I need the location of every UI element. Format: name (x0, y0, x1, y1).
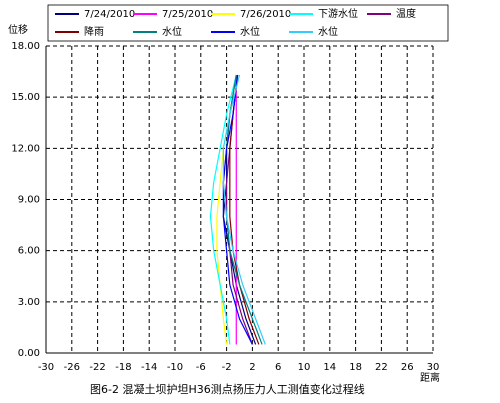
y-tick-label: 6.00 (18, 246, 40, 257)
series-line (209, 74, 237, 345)
legend-label: 下游水位 (318, 7, 358, 20)
x-tick-label: 6 (275, 362, 281, 373)
legend-label: 7/26/2010 (240, 9, 291, 20)
y-tick-label: 3.00 (18, 297, 40, 308)
series-line (229, 74, 260, 345)
x-tick-label: 2 (249, 362, 255, 373)
y-tick-label: 0.00 (18, 348, 40, 359)
x-tick-label: 10 (298, 362, 311, 373)
series-line (222, 74, 266, 345)
legend-label: 7/25/2010 (162, 9, 213, 20)
y-axis-label: 位移 (8, 23, 28, 36)
x-axis-label: 距离 (420, 371, 440, 384)
x-tick-label: 14 (323, 362, 336, 373)
x-tick-label: -22 (89, 362, 105, 373)
x-tick-label: -26 (64, 362, 80, 373)
series-line (222, 74, 257, 345)
legend-label: 7/24/2010 (84, 9, 135, 20)
series-line (226, 74, 253, 345)
y-tick-label: 12.00 (11, 143, 40, 154)
y-tick-label: 9.00 (18, 195, 40, 206)
x-tick-label: -30 (38, 362, 54, 373)
legend-label: 温度 (396, 7, 416, 20)
y-tick-label: 15.00 (11, 92, 40, 103)
x-tick-label: -10 (167, 362, 183, 373)
legend-label: 水位 (318, 25, 338, 38)
legend-box (47, 4, 449, 42)
x-tick-label: -6 (196, 362, 206, 373)
x-tick-label: -14 (141, 362, 157, 373)
x-tick-label: -2 (222, 362, 232, 373)
chart-title: 图6-2 混凝土坝护坦H36测点扬压力人工测值变化过程线 (90, 382, 365, 396)
x-tick-label: -18 (115, 362, 131, 373)
y-tick-label: 18.00 (11, 41, 40, 52)
x-tick-label: 26 (401, 362, 414, 373)
legend-label: 降雨 (84, 25, 104, 38)
series-line (222, 74, 253, 345)
legend-label: 水位 (162, 25, 182, 38)
x-tick-label: 18 (349, 362, 362, 373)
legend-label: 水位 (240, 25, 260, 38)
x-tick-label: 22 (375, 362, 388, 373)
x-tick-label: 30 (427, 362, 440, 373)
